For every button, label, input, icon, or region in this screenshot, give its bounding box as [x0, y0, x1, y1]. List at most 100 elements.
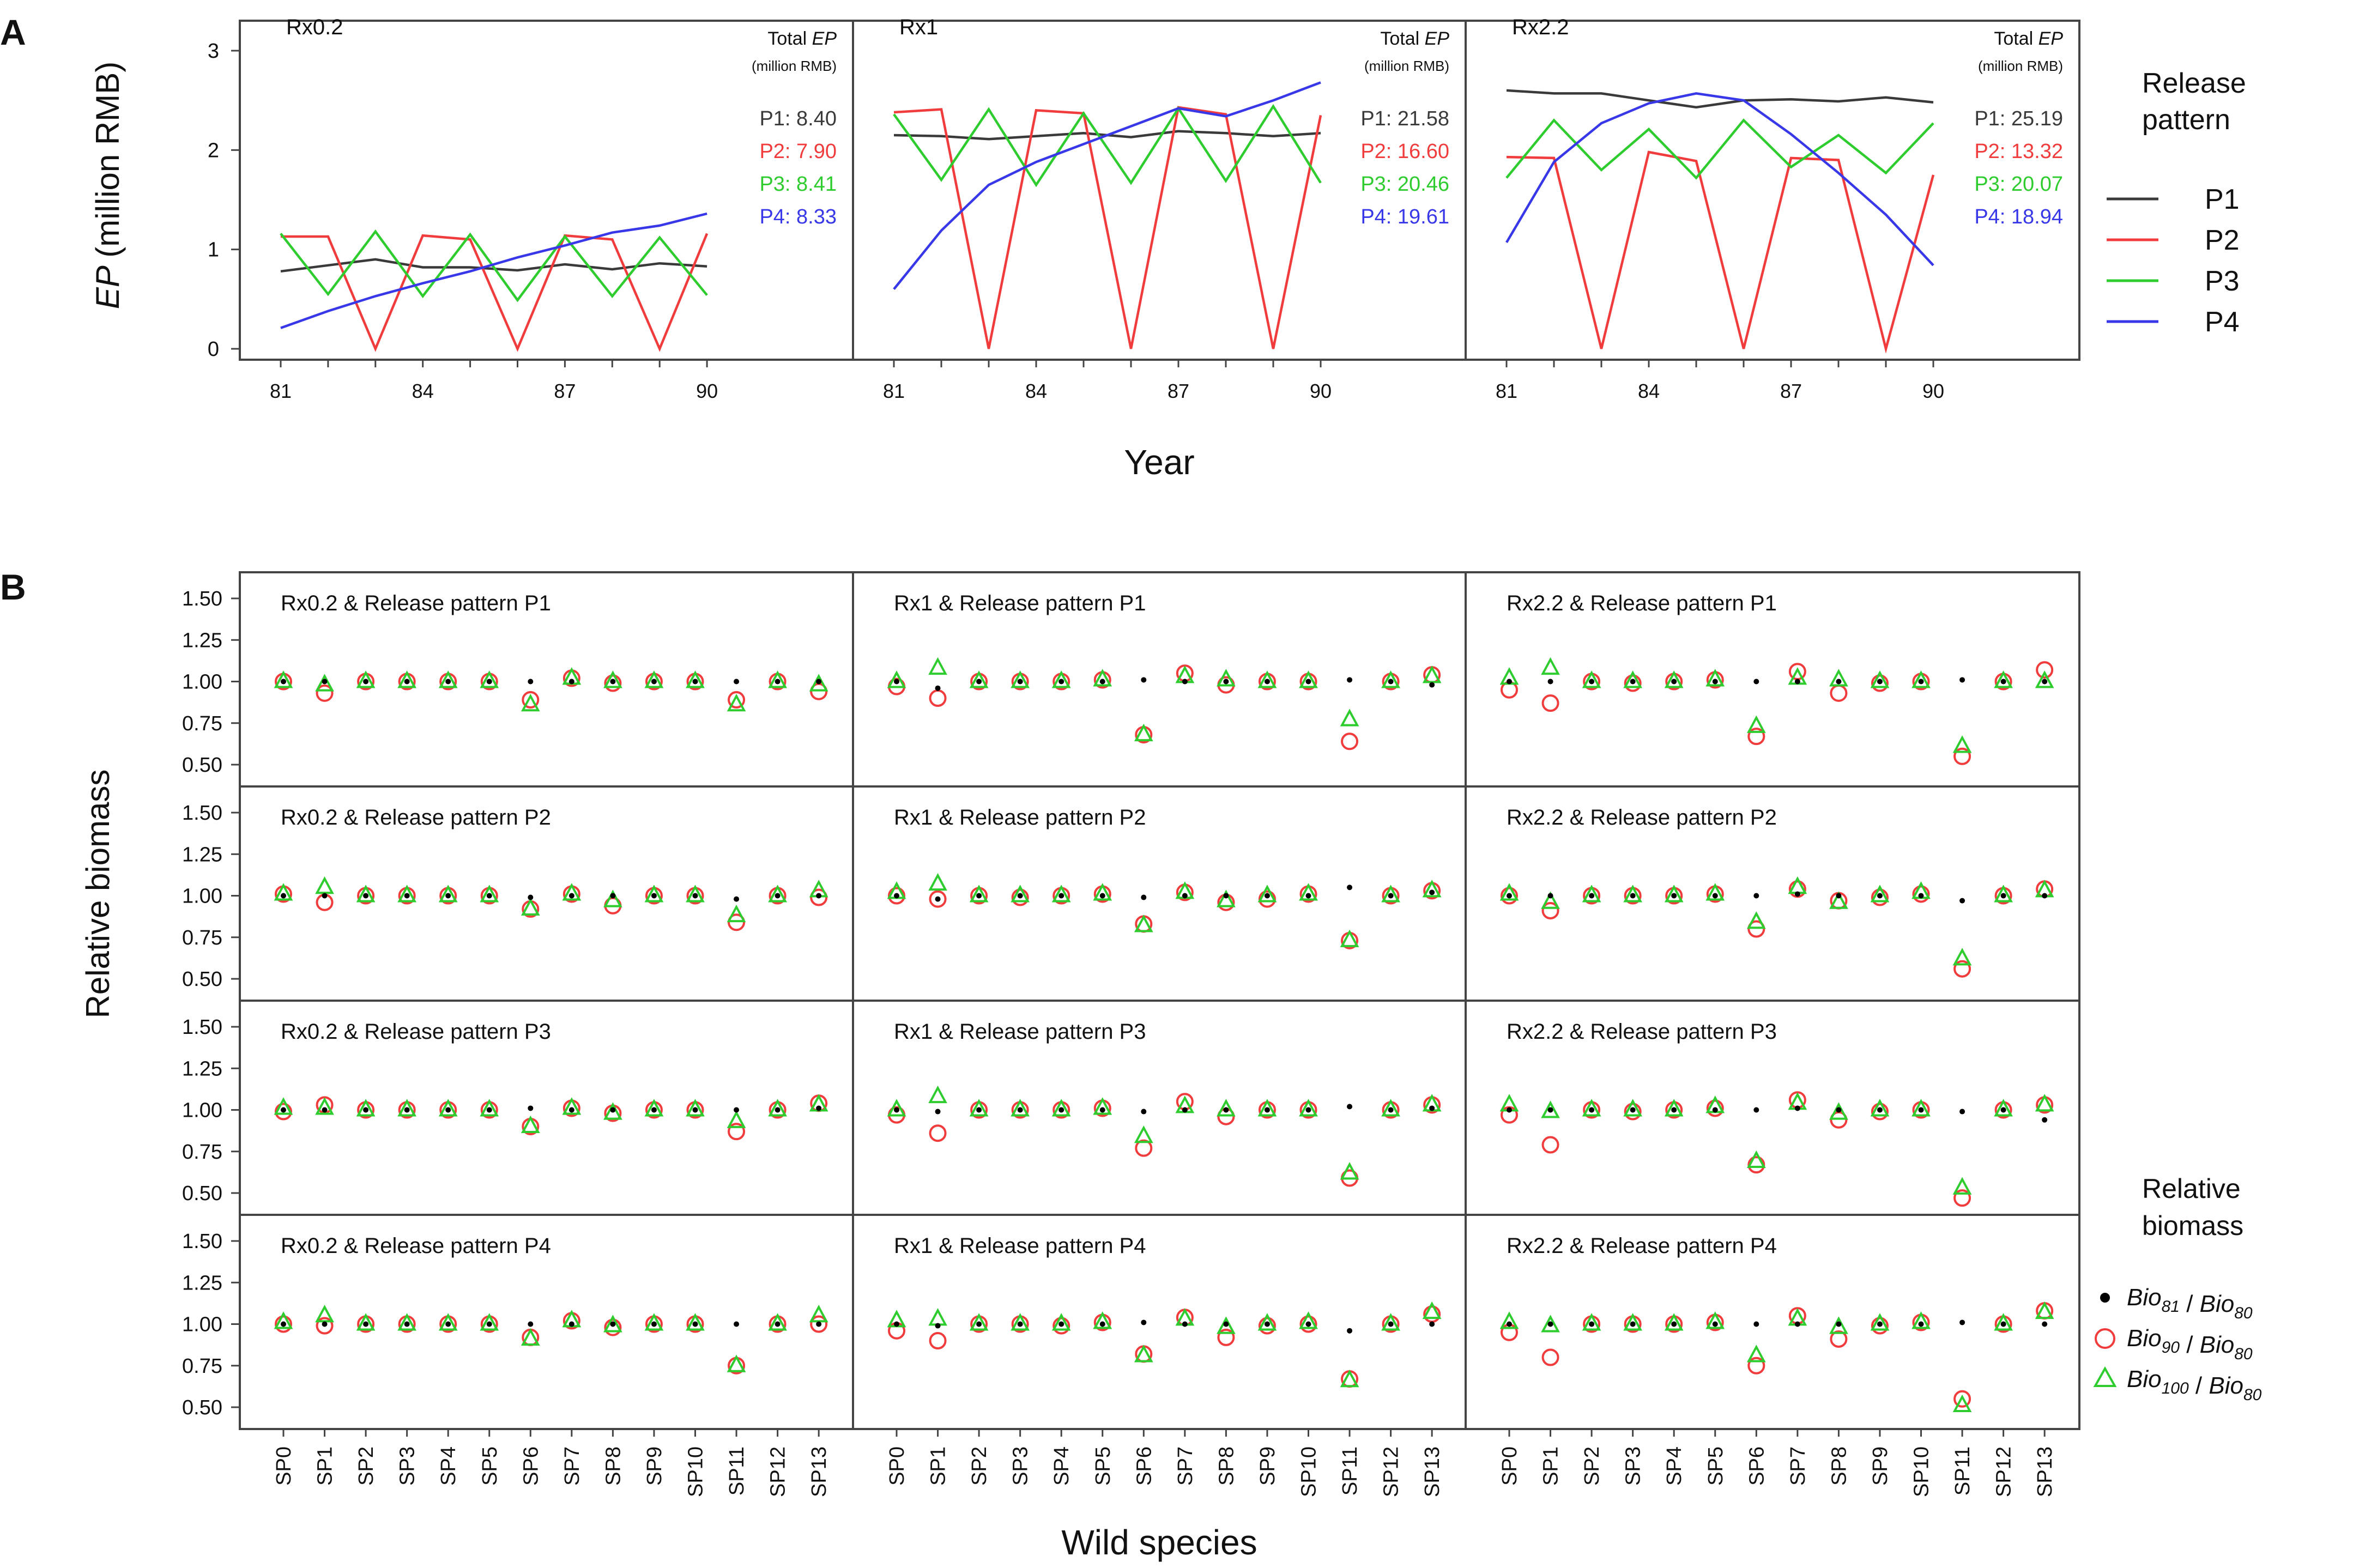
x-tick-label: SP7 [561, 1446, 584, 1486]
point-bio81 [1347, 1328, 1353, 1334]
point-bio100 [1422, 665, 1442, 683]
point-bio100 [1870, 885, 1890, 903]
total-ep-value: P2: 13.32 [1974, 140, 2063, 163]
x-tick-label: SP11 [725, 1446, 748, 1496]
point-bio81 [1753, 1107, 1759, 1113]
point-bio81 [1141, 894, 1147, 900]
point-bio100 [1582, 885, 1601, 903]
y-tick-label: 1.00 [182, 1099, 222, 1122]
point-bio100 [1746, 911, 1766, 929]
y-tick-label: 3 [208, 40, 219, 63]
point-bio100 [727, 693, 746, 712]
point-bio100 [274, 1097, 293, 1115]
point-bio81 [734, 1107, 740, 1113]
point-bio100 [1664, 1313, 1684, 1331]
total-ep-value: P2: 7.90 [759, 140, 837, 163]
series-line-P3 [1505, 118, 1934, 180]
point-bio100 [1299, 1311, 1318, 1329]
point-bio100 [521, 898, 540, 916]
point-bio81 [281, 679, 286, 685]
point-bio81 [1182, 1321, 1188, 1327]
point-bio81 [1630, 679, 1636, 685]
point-bio90 [1541, 1348, 1559, 1366]
point-bio81 [486, 1321, 492, 1327]
legend-title: Relative [2142, 1173, 2241, 1204]
y-tick-label: 1.50 [182, 1230, 222, 1253]
legend-swatch-bio100 [2093, 1366, 2117, 1387]
point-bio81 [363, 679, 369, 685]
point-bio81 [2000, 679, 2006, 685]
point-bio81 [281, 1321, 286, 1327]
point-bio100 [809, 1305, 828, 1323]
point-bio81 [1547, 1321, 1553, 1327]
point-bio81 [1836, 679, 1842, 685]
point-bio100 [1952, 1394, 1972, 1412]
point-bio81 [816, 679, 822, 685]
total-ep-value: P3: 20.07 [1974, 173, 2063, 196]
point-bio100 [1340, 1162, 1359, 1180]
point-bio100 [1746, 1150, 1766, 1169]
point-bio100 [1829, 1316, 1848, 1334]
point-bio100 [438, 885, 458, 903]
legend-label-bio: Bio100 / Bio80 [2127, 1366, 2262, 1404]
point-bio81 [1630, 1321, 1636, 1327]
point-bio81 [651, 1107, 657, 1113]
point-bio100 [315, 674, 334, 692]
total-ep-value: P3: 20.46 [1360, 173, 1449, 196]
legend-swatch-bio90 [2095, 1328, 2115, 1349]
point-bio100 [928, 1308, 947, 1326]
point-bio81 [1959, 677, 1965, 683]
point-bio81 [445, 893, 451, 899]
legend-label-P4: P4 [2205, 306, 2240, 338]
point-bio81 [1918, 679, 1924, 685]
point-bio81 [1959, 1109, 1965, 1115]
point-bio81 [610, 1321, 616, 1327]
point-bio100 [1541, 1315, 1560, 1333]
point-bio81 [528, 679, 534, 685]
legend-label-bio: Bio81 / Bio80 [2127, 1284, 2253, 1322]
point-bio81 [1589, 1321, 1595, 1327]
x-tick-label: SP11 [1339, 1446, 1362, 1496]
point-bio81 [1507, 1107, 1512, 1113]
point-bio90 [728, 691, 746, 709]
point-bio81 [1099, 893, 1105, 899]
point-bio81 [363, 1107, 369, 1113]
point-bio81 [1877, 1107, 1883, 1113]
point-bio100 [1870, 1313, 1890, 1331]
point-bio100 [356, 1313, 376, 1331]
x-tick-label: 81 [1496, 380, 1517, 402]
point-bio81 [1429, 682, 1435, 688]
x-tick-label: SP5 [1092, 1446, 1115, 1486]
point-bio90 [1135, 1139, 1153, 1157]
point-bio100 [1134, 723, 1153, 742]
point-bio100 [644, 670, 664, 688]
panel-a-xlabel: Year [1124, 443, 1194, 482]
point-bio100 [274, 883, 293, 901]
point-bio90 [929, 689, 947, 707]
point-bio100 [603, 889, 622, 907]
total-ep-units: (million RMB) [1978, 58, 2063, 74]
point-bio100 [397, 885, 416, 903]
point-bio100 [1870, 1099, 1890, 1117]
point-bio81 [404, 1321, 410, 1327]
point-bio90 [1501, 887, 1518, 905]
point-bio90 [1541, 901, 1559, 919]
y-tick-label: 1.50 [182, 588, 222, 610]
point-bio81 [816, 1321, 822, 1327]
x-tick-label: SP10 [1298, 1446, 1321, 1497]
point-bio100 [1257, 1313, 1277, 1331]
point-bio100 [2035, 1301, 2054, 1319]
x-tick-label: SP1 [927, 1446, 950, 1486]
point-bio81 [935, 1323, 941, 1329]
x-tick-label: SP8 [602, 1446, 625, 1486]
point-bio81 [651, 893, 657, 899]
point-bio100 [562, 883, 582, 901]
point-bio90 [1341, 732, 1359, 750]
point-bio100 [438, 670, 458, 688]
point-bio100 [521, 693, 540, 712]
point-bio81 [445, 1321, 451, 1327]
point-bio81 [692, 893, 698, 899]
point-bio81 [1388, 893, 1394, 899]
point-bio81 [1589, 1107, 1595, 1113]
y-tick-label: 0.50 [182, 1182, 222, 1205]
